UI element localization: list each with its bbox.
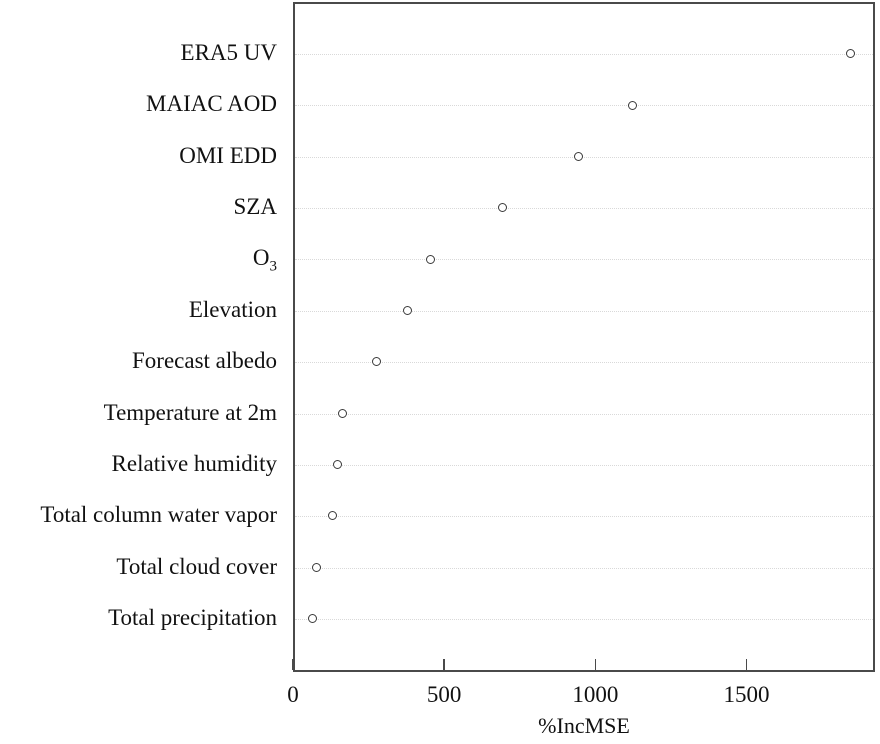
data-point-total-cloud-cover (312, 562, 322, 572)
data-point-relative-humidity (333, 460, 343, 470)
y-label-forecast-albedo: Forecast albedo (132, 348, 277, 374)
y-label-relative-humidity: Relative humidity (111, 450, 277, 476)
y-label-sza: SZA (233, 194, 277, 220)
data-point-total-column-water-vapor (327, 511, 337, 521)
x-axis-title: %IncMSE (538, 713, 630, 738)
x-tick-label-1500: 1500 (723, 682, 770, 707)
gridline-sza (295, 208, 873, 210)
x-tick-mark-0 (292, 659, 294, 670)
x-tick-label-0: 0 (287, 682, 299, 707)
data-point-elevation (403, 306, 413, 316)
data-point-forecast-albedo (371, 357, 381, 367)
x-axis-tick-labels: 0 500 1000 1500 (0, 682, 880, 712)
plot-area (292, 2, 875, 672)
gridline-o3 (295, 259, 873, 261)
x-tick-mark-500 (443, 659, 445, 670)
data-point-temperature-at-2m (338, 408, 348, 418)
gridline-temperature-at-2m (295, 413, 873, 415)
gridline-total-cloud-cover (295, 567, 873, 569)
gridline-total-precipitation (295, 619, 873, 620)
x-tick-mark-1500 (745, 659, 748, 670)
x-tick-label-500: 500 (426, 682, 462, 707)
y-label-omi-edd: OMI EDD (179, 142, 277, 168)
y-label-total-precipitation: Total precipitation (108, 604, 277, 630)
gridline-relative-humidity (295, 464, 873, 466)
gridline-omi-edd (295, 156, 873, 158)
gridline-total-column-water-vapor (295, 516, 873, 518)
data-point-omi-edd (573, 151, 583, 161)
y-label-total-cloud-cover: Total cloud cover (116, 553, 277, 579)
y-label-era5-uv: ERA5 UV (180, 39, 277, 65)
y-label-elevation: Elevation (188, 296, 277, 322)
gridline-maiac-aod (295, 105, 873, 107)
data-point-total-precipitation (308, 614, 318, 624)
y-label-o3: O3 (252, 245, 277, 276)
y-axis-labels: ERA5 UV MAIAC AOD OMI EDD SZA O3 Elevation For… (0, 0, 277, 744)
y-label-maiac-aod: MAIAC AOD (146, 91, 277, 117)
gridline-forecast-albedo (295, 362, 873, 364)
data-point-sza (498, 203, 508, 213)
x-tick-mark-1000 (594, 659, 597, 670)
gridline-elevation (295, 310, 873, 312)
data-point-maiac-aod (628, 100, 638, 110)
y-label-total-column-water-vapor: Total column water vapor (40, 502, 277, 528)
data-point-o3 (425, 254, 435, 264)
x-tick-label-1000: 1000 (572, 682, 619, 707)
data-point-era5-uv (846, 49, 855, 59)
gridline-era5-uv (295, 54, 873, 55)
y-label-temperature-at-2m: Temperature at 2m (103, 399, 277, 425)
